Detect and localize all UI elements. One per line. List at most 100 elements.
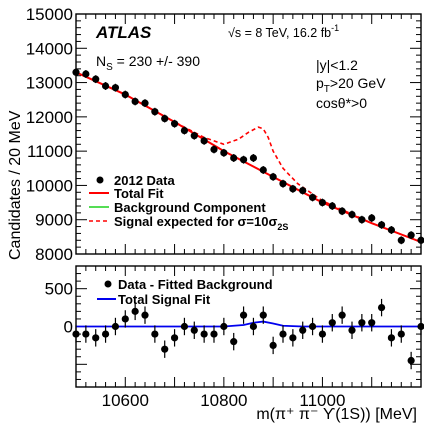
top-data-point	[299, 186, 307, 195]
bottom-data-point	[269, 341, 277, 350]
top-panel: 8000 9000 10000 11000 12000 13000 14000 15000	[26, 5, 424, 264]
bottom-data-point	[299, 326, 307, 334]
bottom-data-point	[200, 330, 208, 338]
bottom-data-point	[111, 322, 120, 331]
top-data-point	[141, 99, 149, 107]
top-data-point	[377, 221, 386, 229]
top-data-point	[348, 210, 356, 219]
bottom-data-point	[210, 330, 218, 338]
cut-pt: pT>20 GeV	[316, 75, 386, 95]
legend-signal-sub: 2S	[277, 222, 288, 232]
bottom-data-point	[101, 330, 110, 338]
top-data-point	[397, 236, 405, 244]
x-tick-label: 10600	[102, 391, 149, 410]
top-y-tick-label: 12000	[26, 108, 73, 127]
cut-rapidity: |y|<1.2	[316, 57, 358, 73]
bottom-data-point	[230, 338, 238, 346]
top-data-point	[249, 154, 258, 162]
top-data-point	[417, 236, 424, 244]
top-data-point	[151, 108, 159, 116]
bottom-data-point	[259, 311, 267, 319]
experiment-label: ATLAS	[95, 23, 152, 42]
top-data-point	[121, 90, 129, 99]
top-plot-frame	[75, 13, 422, 255]
legend-bottom: Data - Fitted Background Total Signal Fi…	[97, 277, 273, 307]
top-data-point	[101, 82, 110, 90]
bottom-data-point	[279, 330, 287, 338]
top-data-point	[318, 198, 327, 207]
bottom-data-point	[318, 330, 327, 338]
legend-signal-label: Signal expected for σ=10σ2S	[114, 214, 288, 232]
cut-pt-sub: T	[324, 84, 330, 95]
top-data-point	[161, 114, 169, 123]
top-data-point	[259, 166, 267, 174]
signal-yield-sub: S	[106, 62, 113, 73]
bottom-data-point	[407, 356, 415, 365]
bottom-data-point	[328, 319, 336, 327]
bottom-data-point	[170, 334, 179, 342]
top-data-point	[92, 75, 100, 83]
legend-total-fit-label: Total Fit	[114, 186, 164, 201]
top-data-point	[358, 216, 366, 224]
bottom-data-point	[289, 334, 297, 342]
top-data-point	[279, 180, 287, 188]
top-y-tick-label: 11000	[27, 142, 73, 161]
top-data-point	[328, 202, 336, 210]
bottom-panel: 0 500 10600 10800 11000	[45, 265, 424, 410]
cut-pt-p: p	[316, 75, 324, 91]
bottom-data-point	[220, 322, 228, 331]
bottom-data-point	[239, 311, 248, 319]
bottom-data-point	[180, 322, 189, 331]
bottom-data-point	[397, 330, 405, 338]
bottom-data-point	[151, 330, 159, 338]
legend-top: 2012 Data Total Fit Background Component…	[89, 173, 288, 232]
cut-costheta: cosθ*>0	[316, 95, 367, 111]
top-data-point	[289, 185, 297, 193]
top-y-tick-label: 10000	[26, 176, 73, 195]
bottom-data-point	[82, 330, 90, 338]
energy-text: √s = 8 TeV, 16.2 fb	[228, 26, 331, 40]
top-y-tick-label: 8000	[35, 245, 73, 264]
legend-signal-fit-label: Total Signal Fit	[118, 292, 211, 307]
top-data-point	[239, 156, 248, 164]
top-data-point	[407, 231, 415, 239]
bottom-data-point	[308, 322, 317, 331]
top-y-tick-label: 13000	[26, 74, 73, 93]
top-data-point	[338, 207, 346, 215]
top-data-point	[190, 132, 198, 140]
top-data-point	[230, 154, 238, 162]
bottom-data-point	[338, 311, 346, 319]
top-y-tick-label: 9000	[35, 211, 73, 230]
top-data-point	[269, 173, 277, 181]
cut-pt-value: >20 GeV	[330, 75, 386, 91]
x-tick-label: 10800	[200, 391, 247, 410]
top-data-point	[111, 84, 120, 92]
bottom-data-point	[190, 326, 198, 334]
top-y-tick-label: 15000	[26, 5, 73, 24]
bottom-data-point	[161, 345, 169, 353]
bottom-data-point	[377, 303, 386, 312]
legend-residual-label: Data - Fitted Background	[118, 277, 273, 292]
top-data-point	[170, 120, 179, 128]
top-data-point	[220, 149, 228, 157]
bottom-data-point	[387, 334, 396, 342]
bottom-data-point	[121, 315, 129, 323]
bottom-y-tick-label: 0	[64, 318, 73, 337]
y-axis-title: Candidates / 20 MeV	[7, 110, 24, 260]
bottom-data-point	[141, 311, 149, 319]
top-y-tick-label: 14000	[26, 39, 73, 58]
bottom-data-point	[358, 319, 366, 327]
signal-yield-value: = 230 +/- 390	[113, 53, 200, 69]
top-data-point	[387, 226, 396, 234]
x-tick-label: 11000	[299, 391, 345, 410]
energy-label: √s = 8 TeV, 16.2 fb-1	[228, 23, 339, 40]
legend-background-label: Background Component	[114, 200, 266, 215]
bottom-data-point	[368, 319, 376, 327]
bottom-y-tick-label: 500	[45, 280, 73, 299]
legend-data-label: 2012 Data	[114, 173, 175, 188]
legend-residual-marker	[104, 280, 112, 288]
top-data-point	[82, 70, 90, 78]
top-data-point	[210, 145, 218, 154]
top-data-point	[131, 97, 139, 106]
